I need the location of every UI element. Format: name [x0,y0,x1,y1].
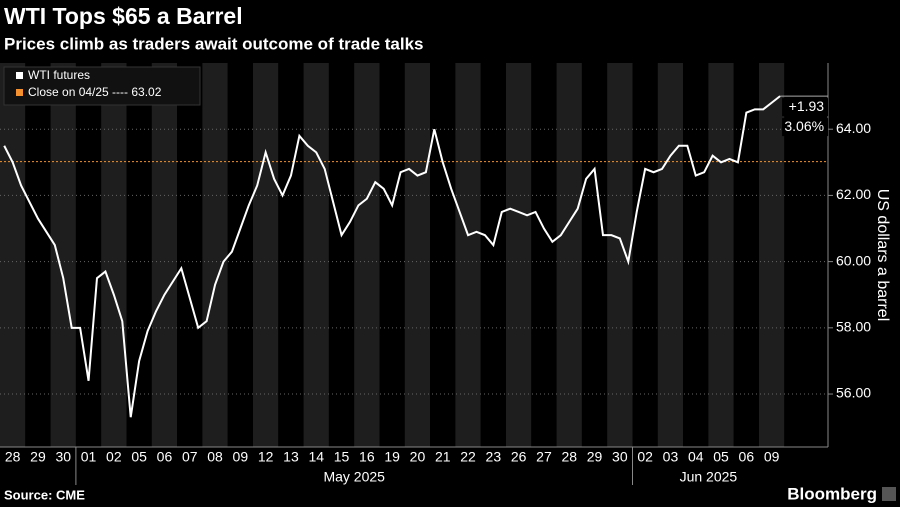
x-tick-label: 04 [688,449,704,465]
x-tick-label: 06 [157,449,173,465]
annotation: 3.06% [784,118,824,134]
source: Source: CME [4,487,85,502]
x-tick-label: 30 [612,449,628,465]
x-tick-label: 12 [258,449,274,465]
day-band [25,63,51,447]
x-tick-label: 26 [511,449,527,465]
day-band [480,63,506,447]
month-label: Jun 2025 [680,469,738,485]
day-band [506,63,532,447]
chart-subtitle: Prices climb as traders await outcome of… [4,34,424,53]
x-tick-label: 09 [233,449,249,465]
day-band [733,63,759,447]
brand-icon [882,487,896,501]
day-band [354,63,380,447]
x-tick-label: 14 [308,449,324,465]
day-band [531,63,557,447]
y-axis-label: US dollars a barrel [874,189,891,322]
day-band [227,63,253,447]
day-band [0,63,26,447]
legend-box [3,66,201,106]
x-tick-label: 27 [536,449,552,465]
x-tick-label: 16 [359,449,375,465]
day-band [708,63,734,447]
day-band [379,63,405,447]
month-label: May 2025 [323,469,385,485]
annotation-box [782,118,829,137]
day-band [328,63,355,447]
x-tick-label: 07 [182,449,198,465]
x-tick-label: 30 [55,449,71,465]
annotation: +1.93 [789,98,825,114]
day-band [759,63,785,447]
x-tick-label: 09 [764,449,780,465]
day-band [75,63,102,447]
day-band [556,63,582,447]
y-tick-label: 60.00 [836,252,871,268]
day-band [430,63,456,447]
day-band [50,63,76,447]
x-tick-label: 29 [587,449,603,465]
x-tick-label: 13 [283,449,299,465]
day-band [607,63,633,447]
day-band [455,63,481,447]
legend-swatch [16,72,23,79]
day-band [278,63,304,447]
day-band [177,63,203,447]
day-band [253,63,279,447]
y-tick-label: 58.00 [836,319,871,335]
legend-label: WTI futures [28,68,90,82]
x-tick-label: 23 [486,449,502,465]
day-band [101,63,127,447]
day-band [202,63,228,447]
y-tick-label: 56.00 [836,385,871,401]
day-band [683,63,709,447]
x-tick-label: 21 [435,449,451,465]
x-tick-label: 01 [81,449,97,465]
x-tick-label: 22 [460,449,476,465]
legend-swatch [16,89,23,96]
x-tick-label: 06 [739,449,755,465]
x-tick-label: 02 [637,449,653,465]
day-band [404,63,431,447]
brand: Bloomberg [787,484,877,503]
x-tick-label: 20 [410,449,426,465]
x-tick-label: 28 [5,449,21,465]
x-tick-label: 05 [713,449,729,465]
day-band [657,63,684,447]
day-band [126,63,152,447]
y-tick-label: 64.00 [836,120,871,136]
x-tick-label: 29 [30,449,46,465]
x-tick-label: 08 [207,449,223,465]
price-line [3,95,781,418]
legend-label: Close on 04/25 ---- 63.02 [28,85,162,99]
day-band [151,63,178,447]
day-band [632,63,658,447]
chart-title: WTI Tops $65 a Barrel [4,3,243,29]
x-tick-label: 19 [384,449,400,465]
x-tick-label: 28 [561,449,577,465]
x-tick-label: 05 [131,449,147,465]
annotation-box [782,98,829,117]
x-tick-label: 03 [663,449,679,465]
y-tick-label: 62.00 [836,186,871,202]
day-band [303,63,329,447]
x-tick-label: 15 [334,449,350,465]
day-band [581,63,608,447]
x-tick-label: 02 [106,449,122,465]
